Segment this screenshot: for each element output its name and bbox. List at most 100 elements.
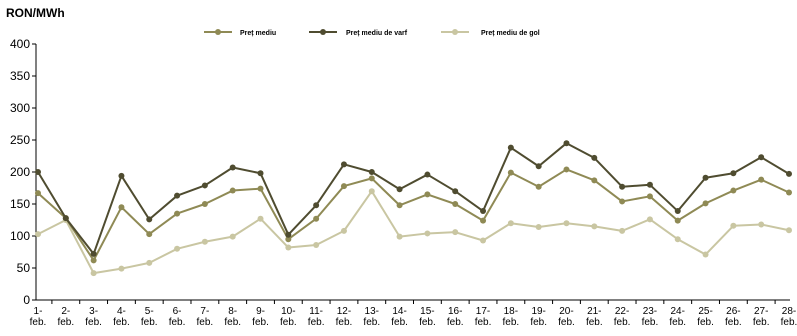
y-tick-label: 350 bbox=[10, 69, 30, 83]
data-point bbox=[285, 244, 292, 251]
data-point bbox=[646, 181, 653, 188]
data-point bbox=[174, 210, 181, 217]
x-tick-label: 16-feb. bbox=[447, 306, 464, 328]
y-tick-label: 400 bbox=[10, 37, 30, 51]
x-tick-label: 11-feb. bbox=[308, 306, 325, 328]
series-line bbox=[37, 190, 790, 275]
data-point bbox=[786, 227, 792, 234]
data-point bbox=[174, 245, 181, 252]
x-tick-label: 24-feb. bbox=[669, 306, 686, 328]
data-point bbox=[285, 236, 292, 243]
y-tick-label: 250 bbox=[10, 133, 30, 147]
data-point bbox=[730, 187, 737, 194]
data-point bbox=[786, 170, 792, 177]
data-point bbox=[646, 193, 653, 200]
legend-swatch-marker bbox=[215, 29, 221, 35]
legend-label: Preț mediu de gol bbox=[481, 30, 540, 37]
data-point bbox=[35, 169, 41, 175]
data-point bbox=[340, 183, 347, 190]
data-point bbox=[702, 200, 709, 207]
data-point bbox=[90, 250, 97, 257]
data-point bbox=[591, 154, 598, 161]
legend-label: Preț mediu de varf bbox=[346, 30, 408, 37]
data-point bbox=[313, 202, 320, 209]
data-point bbox=[507, 144, 514, 151]
y-tick-label: 200 bbox=[10, 165, 30, 179]
y-tick-label: 300 bbox=[10, 101, 30, 115]
data-point bbox=[62, 215, 69, 222]
data-point bbox=[452, 188, 459, 195]
data-point bbox=[368, 188, 375, 195]
data-point bbox=[229, 233, 236, 240]
data-point bbox=[535, 224, 542, 231]
data-point bbox=[257, 215, 264, 222]
data-point bbox=[535, 163, 542, 170]
data-point bbox=[702, 174, 709, 181]
data-point bbox=[674, 208, 681, 215]
data-point bbox=[480, 237, 487, 244]
legend-swatch-marker bbox=[320, 29, 326, 35]
x-tick-label: 28-feb. bbox=[781, 306, 797, 328]
data-point bbox=[507, 169, 514, 176]
data-point bbox=[563, 220, 570, 227]
data-point bbox=[507, 220, 514, 227]
data-point bbox=[535, 183, 542, 190]
x-tick-label: 27-feb. bbox=[753, 306, 770, 328]
data-point bbox=[90, 270, 97, 277]
data-point bbox=[452, 229, 459, 236]
data-point bbox=[340, 161, 347, 168]
data-point bbox=[674, 236, 681, 243]
data-point bbox=[146, 259, 153, 266]
data-point bbox=[201, 238, 208, 245]
data-point bbox=[368, 175, 375, 182]
x-tick-label: 12-feb. bbox=[336, 306, 353, 328]
x-tick-label: 18-feb. bbox=[503, 306, 520, 328]
data-point bbox=[619, 183, 626, 190]
series-line bbox=[37, 142, 790, 255]
data-point bbox=[201, 201, 208, 207]
data-point bbox=[313, 215, 320, 222]
x-tick-label: 1-feb. bbox=[30, 306, 47, 328]
y-tick-label: 150 bbox=[10, 197, 30, 211]
x-tick-label: 3-feb. bbox=[85, 306, 102, 328]
x-tick-label: 19-feb. bbox=[530, 306, 547, 328]
x-tick-label: 15-feb. bbox=[419, 306, 436, 328]
data-point bbox=[480, 217, 487, 224]
data-point bbox=[591, 223, 598, 230]
x-tick-label: 7-feb. bbox=[197, 306, 214, 328]
x-tick-label: 14-feb. bbox=[391, 306, 408, 328]
x-tick-label: 8-feb. bbox=[224, 306, 241, 328]
x-tick-label: 4-feb. bbox=[113, 306, 130, 328]
data-point bbox=[619, 198, 626, 205]
data-point bbox=[368, 169, 375, 175]
data-point bbox=[730, 170, 737, 177]
series-line bbox=[37, 168, 790, 262]
data-point bbox=[591, 177, 598, 184]
x-tick-label: 9-feb. bbox=[252, 306, 269, 328]
data-point bbox=[480, 208, 487, 215]
x-tick-label: 25-feb. bbox=[697, 306, 714, 328]
data-point bbox=[452, 201, 459, 207]
data-point bbox=[674, 217, 681, 224]
data-point bbox=[118, 204, 125, 211]
data-point bbox=[563, 166, 570, 173]
data-point bbox=[396, 233, 403, 240]
data-point bbox=[35, 190, 41, 197]
data-point bbox=[146, 231, 153, 238]
y-tick-label: 100 bbox=[10, 229, 30, 243]
data-point bbox=[201, 182, 208, 189]
x-tick-label: 22-feb. bbox=[614, 306, 631, 328]
data-point bbox=[313, 241, 320, 248]
data-point bbox=[758, 221, 765, 228]
x-tick-label: 10-feb. bbox=[280, 306, 297, 328]
data-point bbox=[786, 189, 792, 196]
x-tick-label: 13-feb. bbox=[363, 306, 380, 328]
data-point bbox=[257, 170, 264, 177]
x-tick-label: 20-feb. bbox=[558, 306, 575, 328]
x-tick-label: 17-feb. bbox=[475, 306, 492, 328]
x-tick-label: 5-feb. bbox=[141, 306, 158, 328]
data-point bbox=[174, 192, 181, 199]
legend-label: Preț mediu bbox=[240, 30, 276, 37]
